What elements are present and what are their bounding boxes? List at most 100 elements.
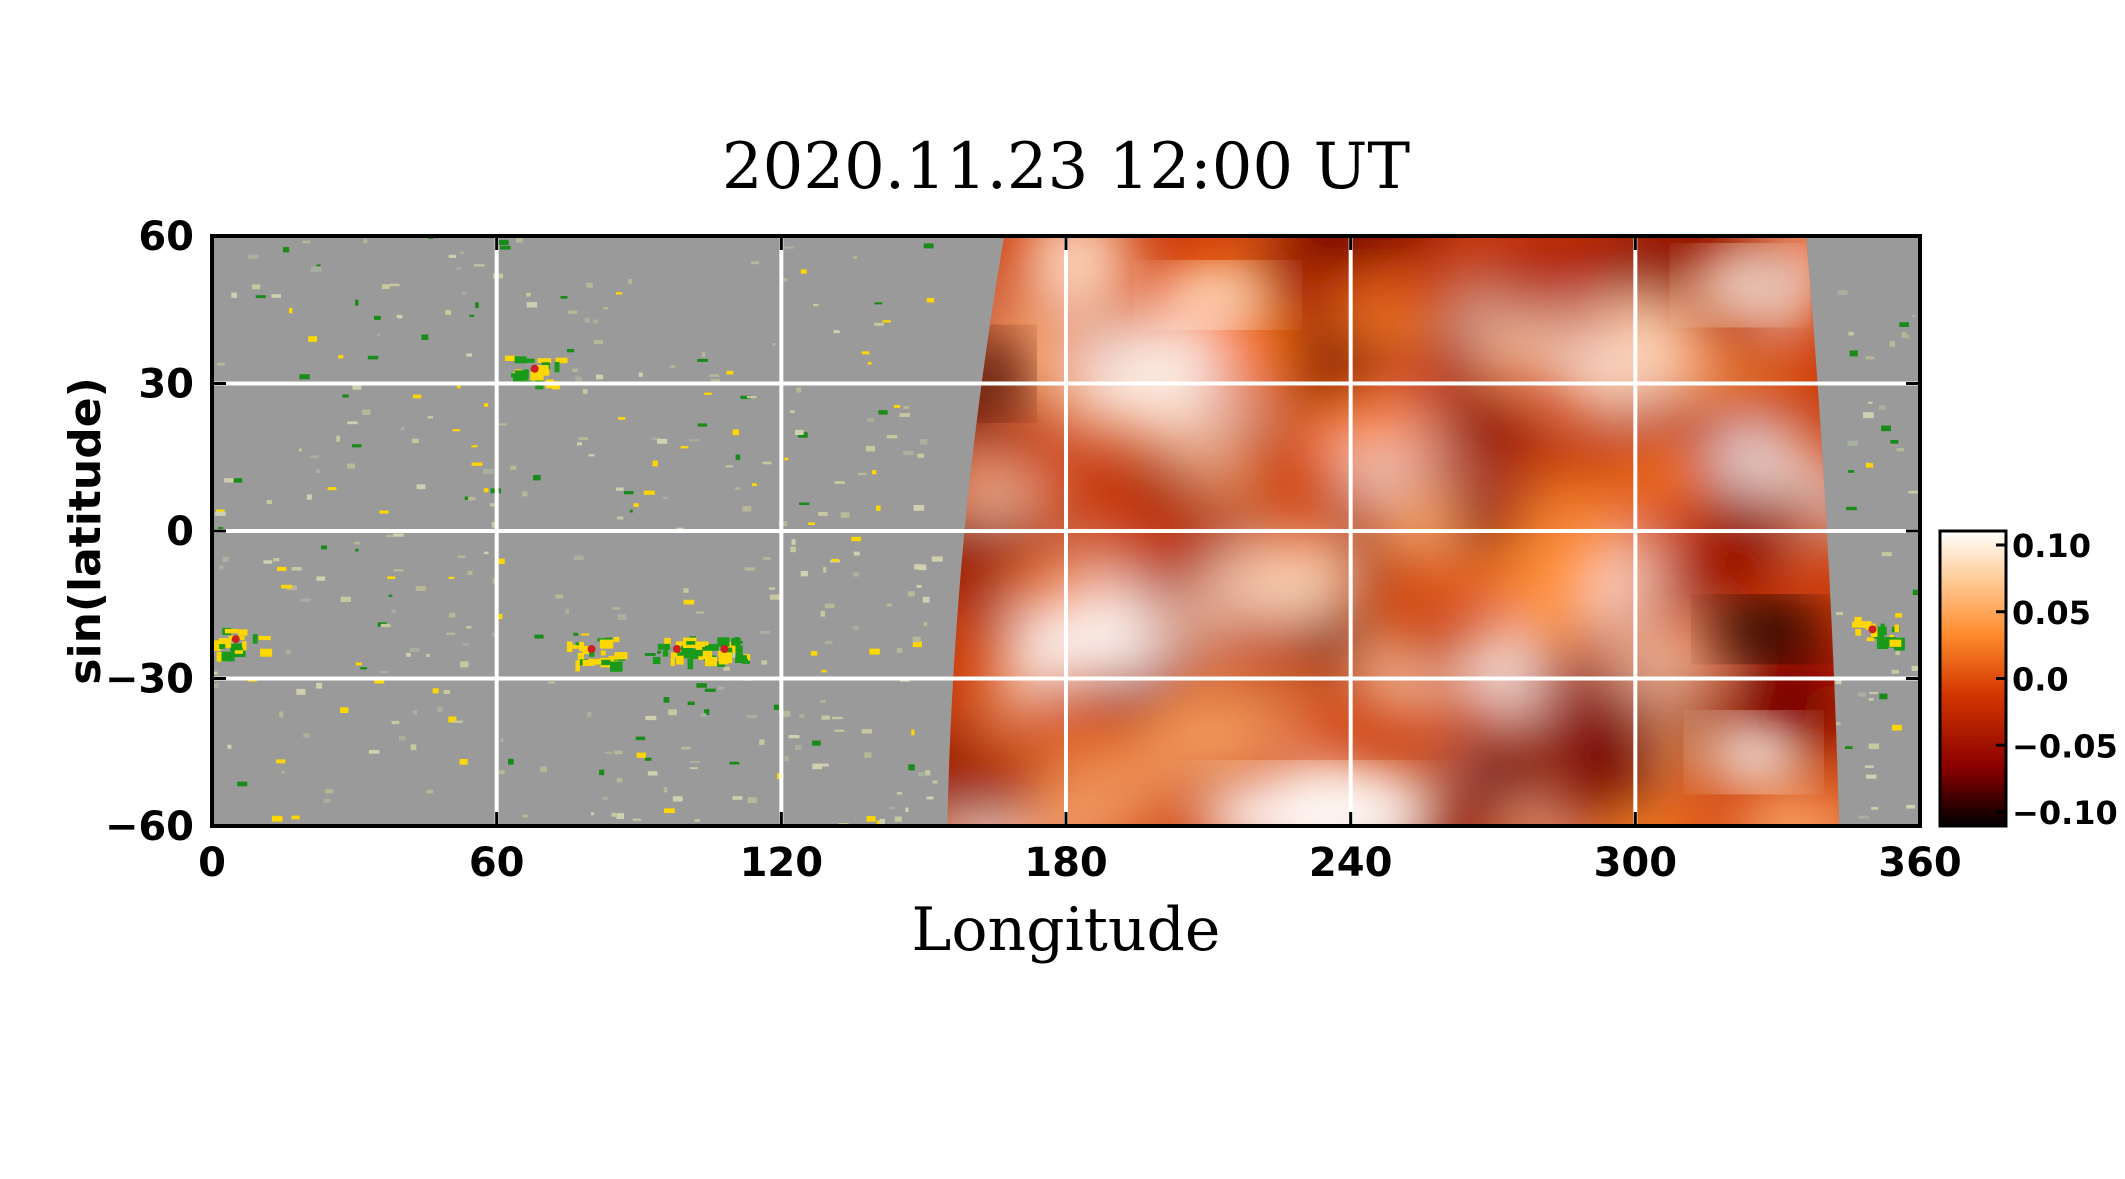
speckle xyxy=(406,652,411,657)
speckle xyxy=(784,755,789,762)
speckle xyxy=(1906,334,1910,339)
speckle xyxy=(347,421,358,425)
speckle xyxy=(391,720,400,725)
active-region-pixel xyxy=(1866,637,1875,642)
active-region-pixel xyxy=(218,639,227,645)
speckle xyxy=(1869,691,1878,695)
far-side-blob xyxy=(996,562,1095,616)
far-side-blob xyxy=(1186,728,1285,783)
speckle xyxy=(227,744,232,749)
speckle xyxy=(281,584,292,589)
speckle xyxy=(831,558,840,562)
speckle xyxy=(813,304,819,307)
speckle xyxy=(582,389,588,394)
active-region-pixel xyxy=(234,650,243,654)
speckle xyxy=(396,314,403,319)
active-region-pixel xyxy=(1878,634,1885,644)
speckle xyxy=(818,512,828,516)
speckle xyxy=(399,735,406,741)
speckle xyxy=(662,496,668,500)
speckle xyxy=(1896,448,1905,452)
speckle xyxy=(917,453,924,458)
speckle xyxy=(636,752,646,758)
speckle xyxy=(896,648,903,653)
speckle xyxy=(355,299,359,306)
speckle xyxy=(912,636,921,643)
active-region-pixel xyxy=(686,641,696,645)
active-region-pixel xyxy=(514,370,529,381)
speckle xyxy=(689,767,698,770)
speckle xyxy=(663,787,668,793)
speckle xyxy=(392,533,404,537)
colorbar-gradient xyxy=(1938,529,2008,828)
grid-lines xyxy=(212,236,1920,826)
speckle xyxy=(427,415,433,419)
speckle xyxy=(412,394,422,399)
speckle xyxy=(522,814,528,818)
far-side-blob xyxy=(1517,468,1632,580)
active-region-pixel xyxy=(566,641,573,653)
active-region-pixel xyxy=(1855,629,1862,636)
active-region-pixel xyxy=(614,652,628,660)
speckle xyxy=(615,292,623,295)
speckle xyxy=(338,355,344,359)
speckle xyxy=(325,789,333,794)
speckle xyxy=(1835,680,1842,685)
far-side-blob xyxy=(1360,657,1451,715)
speckle xyxy=(931,556,943,562)
active-region-pixel xyxy=(537,358,552,363)
speckle xyxy=(291,815,300,820)
speckle xyxy=(633,503,639,507)
speckle xyxy=(602,796,609,800)
speckle xyxy=(352,444,362,448)
speckle xyxy=(560,296,568,299)
speckle xyxy=(289,307,293,314)
speckle xyxy=(784,457,789,461)
speckle xyxy=(914,564,921,570)
speckle xyxy=(412,710,418,715)
speckle xyxy=(308,336,317,342)
speckle xyxy=(1895,651,1901,655)
speckle xyxy=(495,613,503,619)
speckle xyxy=(572,368,578,372)
speckle xyxy=(628,279,632,284)
speckle xyxy=(831,716,843,720)
y-tick-label: −60 xyxy=(105,804,194,850)
far-side-blob xyxy=(1228,302,1297,403)
speckle xyxy=(894,816,902,822)
speckle xyxy=(283,247,290,253)
speckle xyxy=(852,625,859,630)
speckle xyxy=(923,622,928,627)
speckle xyxy=(1857,692,1867,697)
speckle xyxy=(613,750,623,755)
far-side-blob xyxy=(1020,236,1134,317)
far-side-blob xyxy=(1774,236,1840,265)
far-side-feature xyxy=(1157,270,1278,320)
speckle xyxy=(790,546,796,553)
speckle xyxy=(374,680,385,684)
speckle xyxy=(593,340,603,345)
active-region-pixel xyxy=(258,635,264,640)
speckle xyxy=(616,813,625,819)
far-side-blob xyxy=(1294,236,1363,263)
speckle xyxy=(1895,613,1903,618)
far-side-blob xyxy=(1030,718,1165,760)
active-region-pixel xyxy=(652,656,661,665)
speckle xyxy=(834,481,845,484)
active-region-pixel xyxy=(719,643,725,647)
speckle xyxy=(298,448,302,452)
speckle xyxy=(1863,412,1874,419)
speckle xyxy=(1899,322,1909,327)
speckle xyxy=(534,634,544,639)
speckle xyxy=(689,760,701,763)
speckle xyxy=(704,688,716,692)
speckle xyxy=(355,662,362,666)
active-region-pixel xyxy=(599,639,614,649)
speckle xyxy=(410,744,417,751)
active-region-pixel xyxy=(554,362,560,373)
active-region-pixel xyxy=(610,661,623,672)
active-region-core xyxy=(587,645,596,653)
speckle xyxy=(533,475,541,481)
speckle xyxy=(799,714,805,719)
active-region-pixel xyxy=(1880,623,1885,632)
